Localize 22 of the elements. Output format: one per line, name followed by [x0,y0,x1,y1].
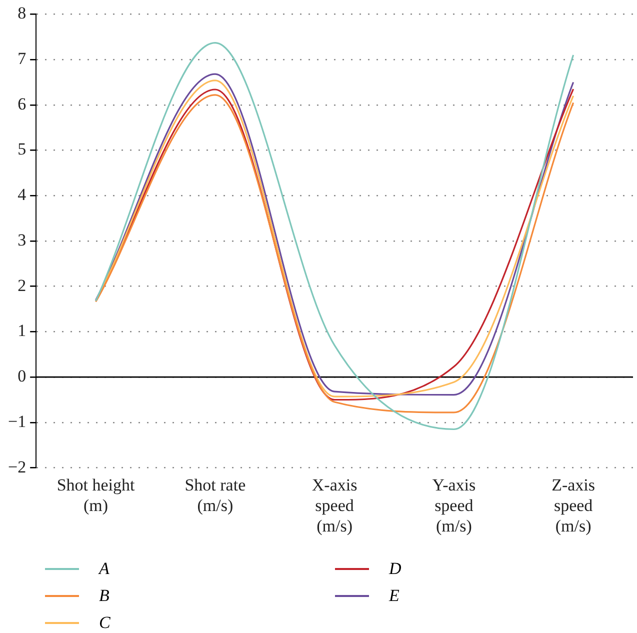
x-tick-label: Y-axis speed (m/s) [432,475,476,536]
legend-label: A [99,558,110,578]
line-series [94,42,574,430]
legend-label: E [389,586,400,606]
y-tick-label: 3 [18,230,26,250]
y-tick-label: 6 [18,94,26,114]
y-tick-label: −2 [8,457,26,476]
x-tick-label: Shot rate (m/s) [184,475,246,515]
y-tick-label: 5 [18,140,26,159]
y-tick-label: 8 [18,4,26,23]
y-tick-label: 0 [18,366,26,386]
x-tick-label: Z-axis speed (m/s) [552,475,596,536]
legend-label: B [99,586,110,606]
y-tick-label: 7 [18,49,27,68]
x-tick-label: X-axis speed (m/s) [312,475,358,536]
x-tick-label: Shot height (m) [56,475,136,515]
y-tick-label: 4 [18,185,27,204]
y-tick-label: −1 [8,412,26,431]
y-tick-label: 2 [18,276,26,295]
legend-label: C [99,612,110,632]
legend-label: D [389,558,402,578]
y-tick-label: 1 [18,321,26,340]
